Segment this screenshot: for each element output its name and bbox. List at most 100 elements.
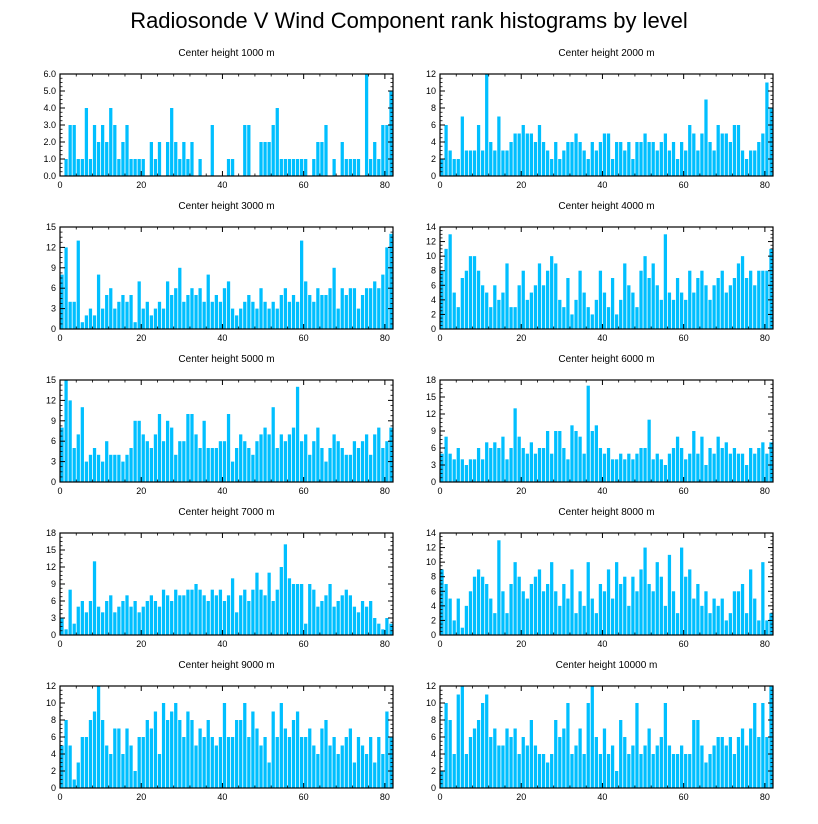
histogram-bar (602, 292, 607, 329)
histogram-bar (157, 414, 162, 482)
histogram-bar (533, 453, 538, 482)
histogram-bar (291, 159, 296, 176)
histogram-bar (170, 295, 174, 329)
x-tick-label: 0 (437, 333, 442, 343)
y-tick-label: 0 (51, 630, 56, 640)
histogram-bar (736, 125, 741, 176)
histogram-bar (373, 618, 377, 635)
histogram-bar (332, 159, 336, 176)
histogram-bar (251, 589, 255, 635)
histogram-bar (194, 745, 198, 788)
histogram-bar (696, 150, 700, 176)
histogram-bar (76, 434, 80, 482)
histogram-bar (271, 125, 275, 176)
histogram-bar (96, 274, 101, 329)
histogram-bar (481, 703, 485, 788)
histogram-bar (680, 745, 684, 788)
histogram-bar (586, 307, 590, 329)
histogram-bar (109, 595, 113, 635)
histogram-bar (594, 150, 598, 176)
histogram-bar (101, 125, 105, 176)
y-tick-label: 14 (426, 528, 436, 538)
histogram-panel: 0 20 40 60 80 0 3 6 9 12 15 18 Center height 7000 m (46, 507, 394, 649)
histogram-bar (610, 459, 615, 482)
histogram-bar (606, 569, 611, 635)
histogram-bar (210, 448, 214, 482)
histogram-bar (749, 569, 753, 635)
histogram-bar (210, 589, 214, 635)
histogram-bar (728, 613, 732, 635)
histogram-bar (452, 620, 456, 635)
histogram-bar (639, 754, 643, 788)
histogram-bar (348, 728, 352, 788)
histogram-bar (113, 728, 117, 788)
x-tick-label: 20 (516, 639, 526, 649)
histogram-bar (72, 301, 76, 329)
histogram-bar (198, 728, 202, 788)
histogram-bar (328, 745, 332, 788)
histogram-bar (517, 754, 521, 788)
figure-title: Radiosonde V Wind Component rank histogr… (130, 8, 688, 33)
histogram-bar (161, 441, 166, 482)
histogram-bar (472, 576, 477, 635)
histogram-bar (182, 301, 186, 329)
histogram-bar (304, 623, 308, 635)
histogram-bar (753, 703, 757, 788)
histogram-bar (340, 595, 344, 635)
histogram-bar (493, 150, 497, 176)
histogram-bar (239, 595, 243, 635)
histogram-bar (360, 745, 365, 788)
histogram-bar (541, 754, 546, 788)
x-tick-label: 0 (57, 333, 62, 343)
histogram-bar (157, 142, 162, 176)
histogram-bar (174, 589, 178, 635)
histogram-bar (566, 278, 570, 329)
histogram-bar (627, 754, 631, 788)
histogram-bar (275, 308, 279, 329)
histogram-bar (186, 589, 190, 635)
histogram-bar (80, 601, 84, 635)
panel-title: Center height 10000 m (556, 660, 658, 671)
x-tick-label: 60 (299, 180, 309, 190)
histogram-bar (761, 133, 765, 176)
histogram-bar (226, 281, 231, 329)
histogram-bar (247, 737, 251, 788)
histogram-bar (80, 322, 84, 329)
histogram-bar (744, 465, 749, 482)
y-tick-label: 0 (431, 783, 436, 793)
histogram-bar (708, 448, 712, 482)
histogram-bar (489, 448, 493, 482)
histogram-bar (161, 308, 166, 329)
x-tick-label: 40 (597, 639, 607, 649)
histogram-bar (688, 569, 692, 635)
histogram-bar (68, 125, 72, 176)
histogram-bar (324, 295, 328, 329)
histogram-bar (235, 612, 239, 635)
histogram-bar (753, 453, 757, 482)
x-tick-label: 60 (679, 792, 689, 802)
histogram-bar (489, 307, 493, 329)
histogram-bar (602, 133, 607, 176)
histogram-bar (72, 623, 76, 635)
histogram-bar (348, 595, 352, 635)
histogram-bar (356, 159, 361, 176)
y-tick-label: 6.0 (43, 69, 56, 79)
histogram-bar (328, 448, 332, 482)
histogram-bar (444, 703, 448, 788)
histogram-bar (659, 142, 663, 176)
histogram-bar (235, 448, 239, 482)
histogram-bar (121, 461, 125, 482)
histogram-bar (489, 142, 493, 176)
histogram-bar (606, 448, 611, 482)
y-tick-label: 0.0 (43, 171, 56, 181)
histogram-bar (113, 612, 117, 635)
histogram-bar (708, 142, 712, 176)
histogram-bar (570, 142, 574, 176)
histogram-bar (639, 569, 643, 635)
histogram-bar (153, 601, 158, 635)
histogram-bar (635, 142, 639, 176)
histogram-bar (149, 728, 153, 788)
histogram-bar (389, 427, 393, 482)
histogram-bar (243, 125, 247, 176)
histogram-bar (720, 270, 724, 329)
